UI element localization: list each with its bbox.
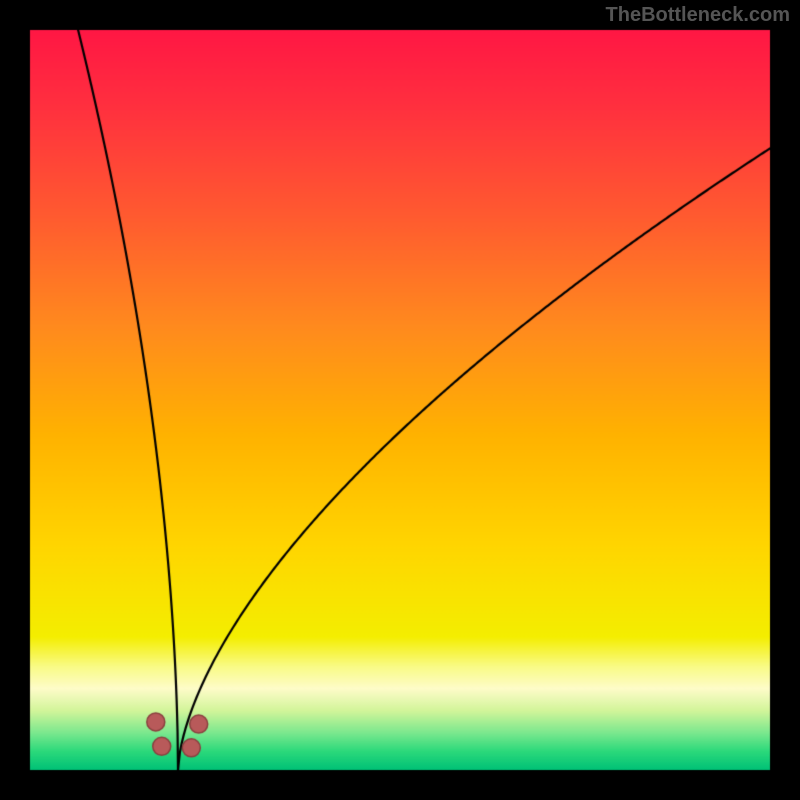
bottleneck-chart-canvas [0, 0, 800, 800]
chart-stage: TheBottleneck.com [0, 0, 800, 800]
